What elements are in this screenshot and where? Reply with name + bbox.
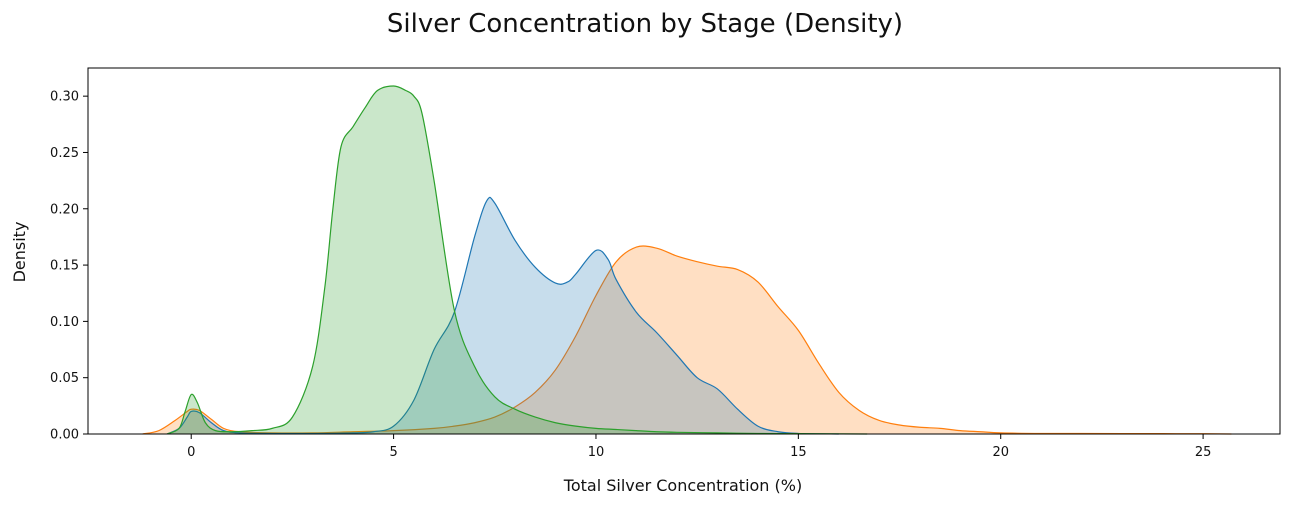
x-axis-ticks: 0 5 10 15 20 25 [187,434,1211,460]
x-tick-label: 5 [389,445,397,460]
y-axis-ticks: 0.00 0.05 0.10 0.15 0.20 0.25 0.30 [50,90,88,443]
x-axis-label: Total Silver Concentration (%) [563,476,802,495]
y-tick-label: 0.25 [50,146,79,161]
x-tick-label: 0 [187,445,195,460]
plot-frame [87,67,1281,435]
x-tick-label: 25 [1195,445,1212,460]
chart-title: Silver Concentration by Stage (Density) [387,9,903,39]
y-tick-label: 0.10 [50,315,79,330]
y-tick-label: 0.15 [50,259,79,274]
series-3-area [166,86,868,435]
series-layer [142,85,1232,435]
x-tick-label: 15 [790,445,807,460]
y-tick-label: 0.00 [50,428,79,443]
y-tick-label: 0.30 [50,90,79,105]
y-axis-label: Density [10,222,29,283]
y-tick-label: 0.20 [50,202,79,217]
x-tick-label: 20 [992,445,1009,460]
series-2-area [166,197,839,434]
y-tick-label: 0.05 [50,371,79,386]
series-1-area [142,246,1232,434]
series-3-line [166,85,868,435]
x-tick-label: 10 [588,445,605,460]
series-2-line [166,196,839,435]
